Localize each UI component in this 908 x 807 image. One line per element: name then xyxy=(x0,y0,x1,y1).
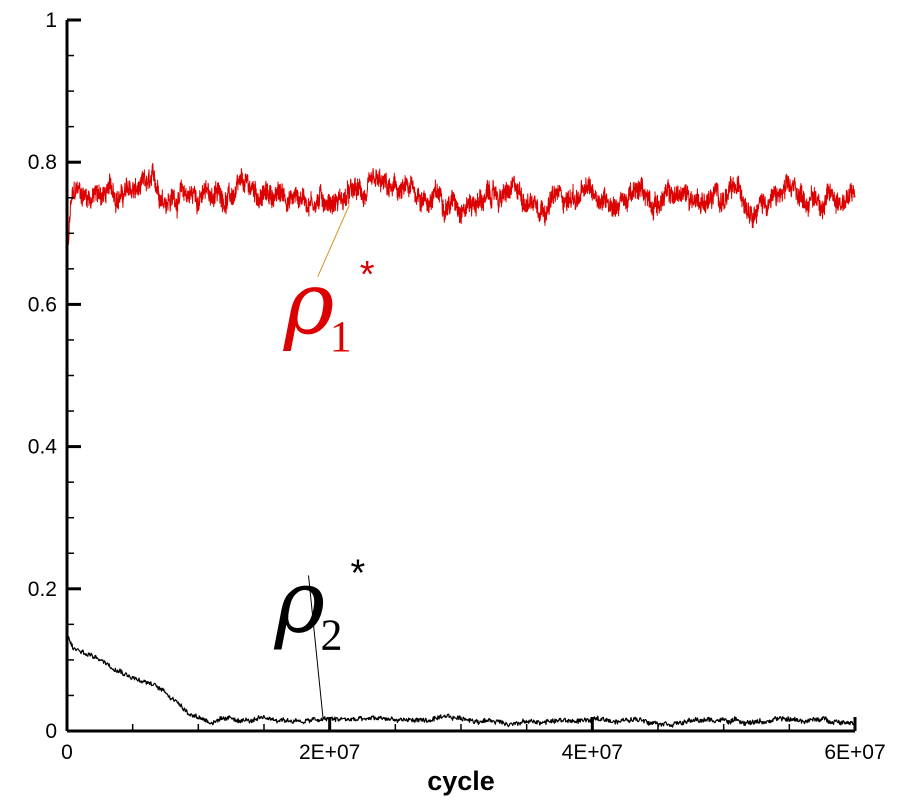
annotation-symbol-2: ρ xyxy=(274,552,326,652)
y-tick-label: 0.6 xyxy=(28,293,57,316)
x-tick-label: 4E+07 xyxy=(562,741,623,764)
y-tick-label: 0 xyxy=(45,720,57,743)
annotation-pointer-1 xyxy=(317,204,350,278)
ticks-layer: 0 2E+07 4E+07 6E+07 0 0.2 0.4 0.6 0.8 1 xyxy=(28,9,886,764)
annotation-pointer-2 xyxy=(308,575,324,719)
y-tick-label: 0.2 xyxy=(28,578,57,601)
series-line-1 xyxy=(66,162,856,269)
series-line-2 xyxy=(66,634,856,728)
x-tick-label: 0 xyxy=(61,741,73,764)
annotation-symbol-1: ρ xyxy=(283,254,335,354)
y-tick-label: 1 xyxy=(45,9,57,32)
x-tick-label: 2E+07 xyxy=(299,741,360,764)
series-layer xyxy=(66,162,856,728)
annotation-superscript-2: * xyxy=(351,552,366,594)
x-tick-label: 6E+07 xyxy=(824,741,885,764)
y-tick-label: 0.4 xyxy=(28,436,58,459)
y-tick-label: 0.8 xyxy=(28,151,57,174)
annotation-superscript-1: * xyxy=(360,254,375,296)
x-axis-title: cycle xyxy=(427,766,495,796)
annotation-subscript-1: 1 xyxy=(330,312,352,361)
axes-layer xyxy=(65,20,855,733)
annotation-layer: ρ1*ρ2* xyxy=(274,204,375,719)
annotation-subscript-2: 2 xyxy=(321,610,343,659)
